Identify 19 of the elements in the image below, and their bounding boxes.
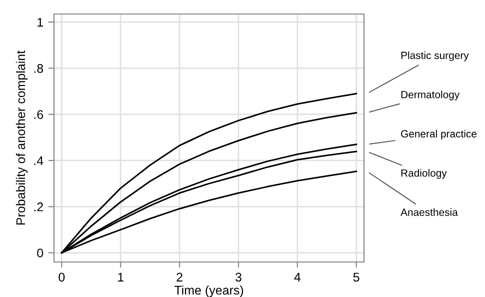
y-axis-title: Probability of another complaint	[16, 50, 28, 225]
text: Plastic surgery	[401, 51, 469, 62]
text: General practice	[401, 130, 477, 140]
text: Anaesthesia	[400, 208, 458, 216]
y-tick-label: .8	[34, 64, 44, 73]
x-tick-label: 4	[294, 272, 301, 282]
y-tick-label: .4	[34, 156, 44, 166]
y-tick-label: .6	[34, 110, 44, 120]
x-tick-label: 3	[235, 272, 242, 282]
x-tick-label: 5	[353, 272, 360, 282]
x-tick-label: 1	[118, 272, 124, 282]
text: Radiology	[401, 169, 447, 179]
x-tick-label: 2	[176, 272, 182, 282]
text: Dermatology	[401, 90, 460, 100]
x-tick-label: 0	[58, 272, 65, 282]
y-tick-label: 0	[37, 248, 44, 258]
y-tick-label: .2	[34, 202, 43, 212]
x-axis-title: Time (years)	[174, 285, 244, 297]
y-tick-label: 1	[38, 18, 43, 27]
